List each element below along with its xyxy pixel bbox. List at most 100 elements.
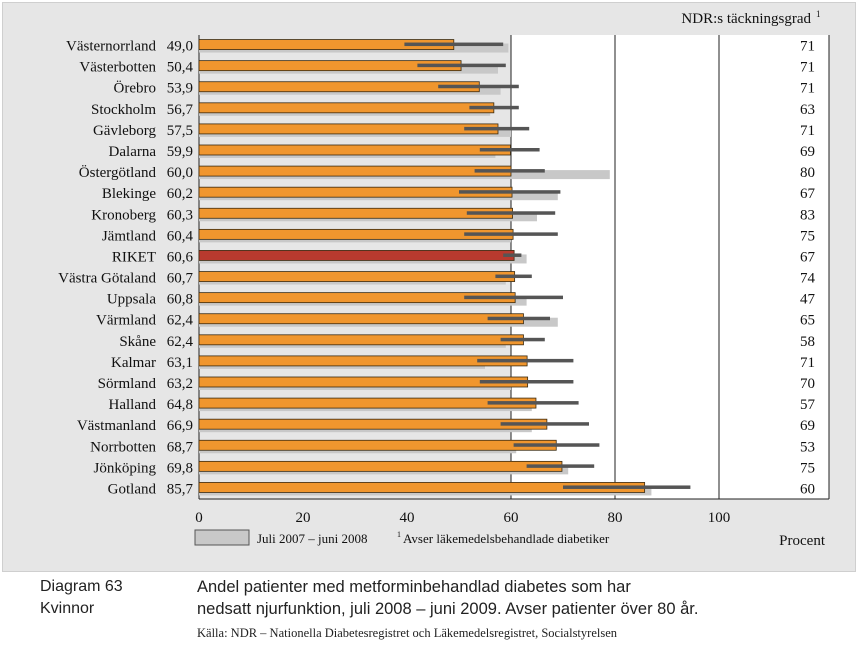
legend-footnote-mark: 1 <box>397 530 401 539</box>
value-label-13: 62,4 <box>167 313 194 329</box>
interval-10 <box>503 253 522 257</box>
category-label-16: Sörmland <box>98 376 157 392</box>
x-tick-label-100: 100 <box>708 510 731 526</box>
bar-current-11 <box>198 271 516 282</box>
x-tick-label-0: 0 <box>195 510 203 526</box>
interval-1 <box>417 63 506 68</box>
category-label-4: Gävleborg <box>93 123 157 139</box>
coverage-value-15: 71 <box>800 355 815 371</box>
bar-current-2 <box>198 81 480 93</box>
diagram-subtitle: Kvinnor <box>40 600 95 617</box>
coverage-column <box>719 35 829 499</box>
value-label-0: 49,0 <box>167 39 193 55</box>
coverage-value-21: 60 <box>800 481 815 497</box>
diagram-number: Diagram 63 <box>40 578 123 595</box>
value-label-18: 66,9 <box>167 418 193 434</box>
value-label-16: 63,2 <box>167 376 193 392</box>
diagram-label: Diagram 63 Kvinnor <box>40 576 123 620</box>
category-label-5: Dalarna <box>109 144 157 160</box>
category-label-10: RIKET <box>112 249 156 265</box>
category-label-19: Norrbotten <box>90 439 156 455</box>
interval-20 <box>526 464 595 468</box>
interval-4 <box>464 126 530 131</box>
category-label-2: Örebro <box>114 80 156 97</box>
value-label-1: 50,4 <box>167 60 194 76</box>
x-axis-label: Procent <box>779 533 826 549</box>
value-label-15: 63,1 <box>167 355 193 371</box>
interval-21 <box>563 485 691 489</box>
coverage-value-18: 69 <box>800 418 815 434</box>
value-label-20: 69,8 <box>167 460 193 476</box>
coverage-value-10: 67 <box>800 249 816 265</box>
interval-18 <box>500 422 589 426</box>
interval-12 <box>464 295 563 300</box>
bar-current-4 <box>198 123 499 135</box>
interval-11 <box>495 274 532 279</box>
interval-16 <box>479 380 574 384</box>
bar-current-16 <box>198 376 529 388</box>
value-label-11: 60,7 <box>167 271 194 287</box>
coverage-value-1: 71 <box>800 60 815 76</box>
interval-2 <box>438 84 519 89</box>
value-label-6: 60,0 <box>167 165 193 181</box>
bar-current-17 <box>198 397 537 409</box>
category-label-11: Västra Götaland <box>58 271 156 287</box>
bar-current-6 <box>198 165 512 177</box>
value-label-14: 62,4 <box>167 334 194 350</box>
category-label-13: Värmland <box>96 313 156 329</box>
legend-prev-label: Juli 2007 – juni 2008 <box>257 531 368 546</box>
value-label-5: 59,9 <box>167 144 193 160</box>
value-label-10: 60,6 <box>167 249 194 265</box>
category-label-8: Kronoberg <box>91 207 156 223</box>
interval-0 <box>404 42 504 47</box>
legend-prev-swatch <box>194 529 250 546</box>
chart: NDR:s täckningsgrad 1 Västernorrland 49,0 71… <box>58 9 830 549</box>
diagram-title: Andel patienter med metforminbehandlad d… <box>197 576 837 620</box>
category-label-12: Uppsala <box>107 292 156 308</box>
coverage-value-9: 75 <box>800 228 815 244</box>
interval-7 <box>459 190 561 194</box>
coverage-value-3: 63 <box>800 102 815 118</box>
coverage-title: NDR:s täckningsgrad <box>681 11 811 27</box>
value-label-7: 60,2 <box>167 186 193 202</box>
diagram-source: Källa: NDR – Nationella Diabetesregistre… <box>197 626 618 640</box>
coverage-value-2: 71 <box>800 81 815 97</box>
x-tick-label-60: 60 <box>504 510 519 526</box>
value-label-21: 85,7 <box>167 481 194 497</box>
coverage-value-8: 83 <box>800 207 815 223</box>
bar-current-10 <box>198 250 515 261</box>
category-label-17: Halland <box>109 397 157 413</box>
category-label-7: Blekinge <box>102 186 156 202</box>
bar-current-19 <box>198 439 557 451</box>
category-label-3: Stockholm <box>91 102 156 118</box>
bar-current-3 <box>198 102 495 114</box>
coverage-value-12: 47 <box>800 292 816 308</box>
coverage-value-19: 53 <box>800 439 815 455</box>
coverage-value-14: 58 <box>800 334 815 350</box>
value-label-12: 60,8 <box>167 292 193 308</box>
coverage-title-footnote: 1 <box>816 9 821 19</box>
category-label-20: Jönköping <box>93 460 156 476</box>
x-tick-label-40: 40 <box>400 510 415 526</box>
coverage-value-0: 71 <box>800 39 815 55</box>
coverage-value-11: 74 <box>800 271 816 287</box>
bar-current-13 <box>198 313 524 325</box>
interval-3 <box>469 105 519 110</box>
interval-14 <box>500 337 545 342</box>
diagram-title-line-1: Andel patienter med metforminbehandlad d… <box>197 578 631 596</box>
coverage-value-13: 65 <box>800 313 815 329</box>
value-label-3: 56,7 <box>167 102 194 118</box>
category-label-9: Jämtland <box>102 228 157 244</box>
bar-current-20 <box>198 460 563 472</box>
interval-9 <box>464 232 558 236</box>
interval-8 <box>466 211 556 215</box>
interval-15 <box>477 358 574 363</box>
interval-19 <box>513 443 600 447</box>
interval-6 <box>474 169 545 173</box>
coverage-value-16: 70 <box>800 376 815 392</box>
coverage-value-4: 71 <box>800 123 815 139</box>
category-label-21: Gotland <box>108 481 157 497</box>
value-label-8: 60,3 <box>167 207 193 223</box>
bar-current-5 <box>198 144 511 156</box>
value-label-17: 64,8 <box>167 397 193 413</box>
